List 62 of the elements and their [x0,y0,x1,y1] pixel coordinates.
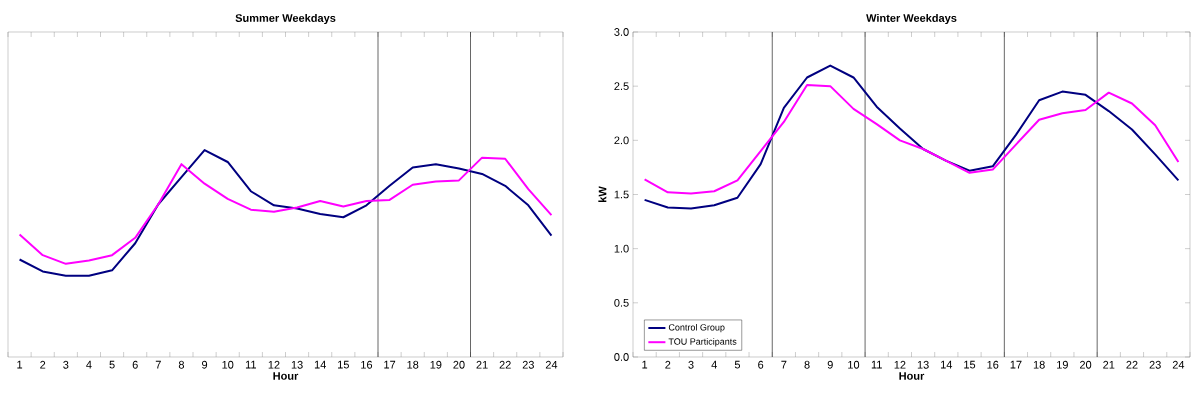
y-tick-label: 3.0 [614,28,629,36]
x-tick-label: 20 [1079,360,1092,369]
x-tick-label: 6 [132,360,138,369]
x-tick-label: 3 [63,360,69,369]
x-tick-label: 11 [245,360,256,369]
chart-title: Winter Weekdays [866,13,957,25]
x-tick-label: 3 [688,360,694,369]
x-tick-label: 21 [1103,360,1115,369]
y-tick-label: 0.5 [614,298,629,307]
x-tick-label: 6 [758,360,764,369]
x-tick-label: 4 [86,360,92,369]
x-tick-label: 23 [1149,360,1161,369]
x-tick-label: 7 [155,360,161,369]
y-tick-label: 0.0 [614,353,629,361]
x-tick-label: 24 [1172,360,1185,369]
x-tick-label: 15 [338,360,349,369]
x-tick-label: 22 [499,360,511,369]
x-tick-label: 21 [476,360,488,369]
x-tick-label: 16 [361,360,373,369]
x-tick-label: 10 [222,360,234,369]
y-axis-title: kW [598,186,607,202]
x-tick-label: 1 [17,360,23,369]
x-tick-label: 9 [202,360,208,369]
x-tick-label: 13 [291,360,303,369]
x-tick-label: 7 [781,360,787,369]
x-tick-label: 12 [268,360,280,369]
x-tick-label: 17 [384,360,396,369]
x-tick-label: 14 [314,360,326,369]
x-tick-label: 19 [430,360,442,369]
x-tick-label: 8 [178,360,185,369]
x-tick-label: 23 [522,360,534,369]
x-tick-label: 2 [40,360,46,369]
x-tick-label: 16 [987,360,999,369]
x-tick-label: 4 [711,360,717,369]
legend-label: TOU Participants [668,338,737,347]
x-tick-label: 15 [964,360,976,369]
x-tick-label: 12 [894,360,906,369]
y-tick-label: 1.0 [614,244,629,253]
x-tick-label: 22 [1126,360,1138,369]
x-tick-label: 11 [871,360,882,369]
x-axis-title: Hour [273,372,299,380]
x-tick-label: 14 [941,360,953,369]
x-tick-label: 19 [1057,360,1068,369]
y-tick-label: 2.0 [614,136,629,145]
x-tick-label: 10 [848,360,860,369]
x-tick-label: 24 [545,360,558,369]
x-tick-label: 1 [642,360,648,369]
legend-label: Control Group [668,323,725,333]
x-axis-title: Hour [899,372,925,380]
x-tick-label: 17 [1010,360,1022,369]
x-tick-label: 20 [453,360,465,369]
x-tick-label: 18 [1033,360,1045,369]
x-tick-label: 8 [804,360,810,369]
x-tick-label: 9 [827,360,833,369]
x-tick-label: 18 [407,360,419,369]
x-tick-label: 5 [109,360,115,369]
chart-title: Summer Weekdays [235,13,336,25]
y-tick-label: 1.5 [614,190,629,199]
x-tick-label: 2 [665,360,671,369]
x-tick-label: 5 [734,360,741,369]
x-tick-label: 13 [917,360,929,369]
y-tick-label: 2.5 [614,82,629,91]
